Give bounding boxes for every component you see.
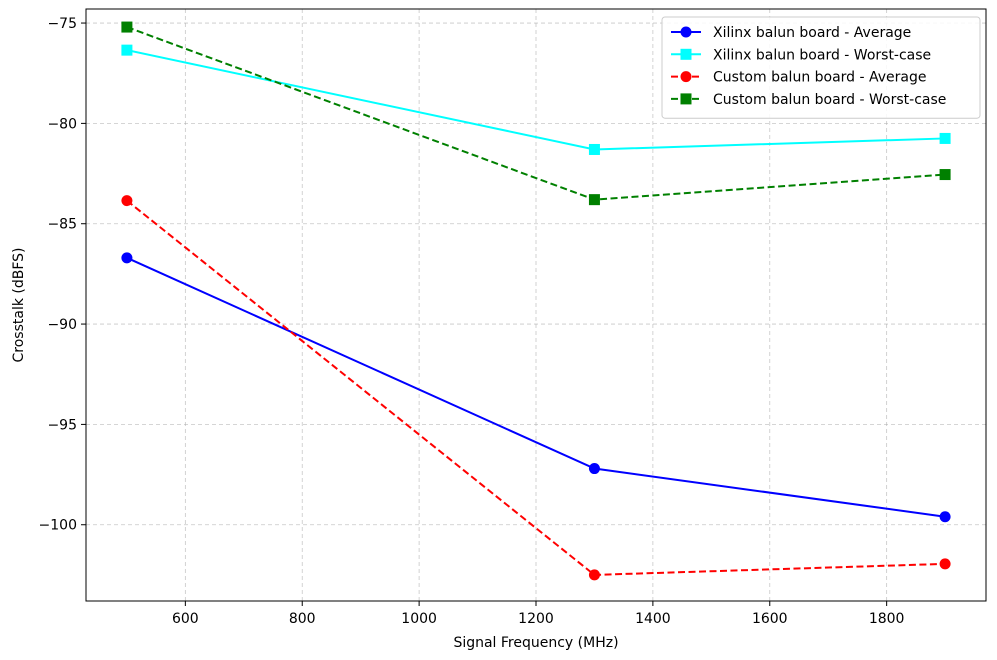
- data-point: [121, 21, 133, 33]
- series-layer: [121, 21, 951, 581]
- data-point: [588, 194, 600, 206]
- series-xilinx-balun-board-average: [121, 252, 951, 523]
- y-tick-label: −90: [47, 317, 77, 333]
- legend-label: Custom balun board - Worst-case: [713, 92, 946, 108]
- x-tick-label: 1400: [635, 611, 671, 627]
- x-tick-label: 1000: [401, 611, 437, 627]
- y-tick-label: −100: [39, 518, 77, 534]
- axis-ticks: 600 800 1000 1200 1400 1600 1800 −75 −80 −85 −90 −9…: [39, 16, 905, 627]
- data-point: [939, 511, 951, 523]
- legend-label: Xilinx balun board - Worst-case: [713, 47, 931, 63]
- legend-entry: Xilinx balun board - Average: [671, 25, 911, 41]
- legend-label: Custom balun board - Average: [713, 70, 927, 86]
- series-custom-balun-board-average: [121, 195, 951, 581]
- legend-marker: [680, 93, 692, 105]
- x-tick-label: 600: [172, 611, 199, 627]
- x-tick-label: 1800: [869, 611, 905, 627]
- data-point: [121, 44, 133, 56]
- x-tick-label: 1600: [752, 611, 788, 627]
- legend: Xilinx balun board - Average Xilinx balun…: [661, 16, 981, 119]
- y-tick-label: −80: [47, 116, 77, 132]
- legend-label: Xilinx balun board - Average: [713, 25, 911, 41]
- data-point: [588, 463, 600, 475]
- y-tick-label: −95: [47, 417, 77, 433]
- legend-marker: [680, 71, 692, 83]
- y-tick-label: −75: [47, 16, 77, 32]
- x-tick-label: 1200: [518, 611, 554, 627]
- x-tick-label: 800: [289, 611, 316, 627]
- data-point: [588, 569, 600, 581]
- y-axis-label: Crosstalk (dBFS): [11, 247, 27, 362]
- series-custom-balun-board-worst-case: [121, 21, 951, 206]
- legend-marker: [680, 48, 692, 60]
- legend-entry: Xilinx balun board - Worst-case: [671, 47, 931, 63]
- data-point: [121, 252, 133, 264]
- legend-marker: [680, 26, 692, 38]
- legend-box: [661, 16, 981, 119]
- series-xilinx-balun-board-worst-case: [121, 44, 951, 155]
- x-axis-label: Signal Frequency (MHz): [453, 635, 618, 651]
- data-point: [939, 558, 951, 570]
- y-tick-label: −85: [47, 217, 77, 233]
- legend-entry: Custom balun board - Worst-case: [671, 92, 946, 108]
- data-point: [939, 169, 951, 181]
- data-point: [588, 143, 600, 155]
- data-point: [939, 132, 951, 144]
- legend-entry: Custom balun board - Average: [671, 70, 927, 86]
- data-point: [121, 195, 133, 207]
